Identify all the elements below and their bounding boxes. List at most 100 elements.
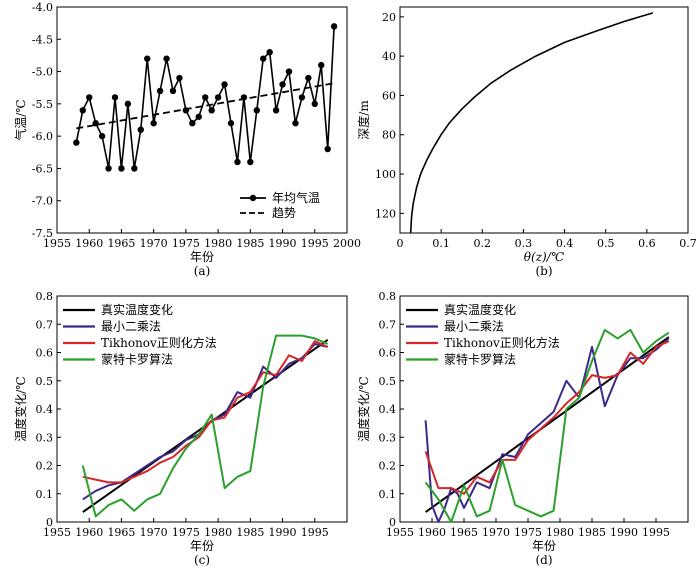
y-tick-label: 0 — [389, 516, 396, 529]
data-point — [285, 68, 293, 75]
data-point — [208, 107, 215, 114]
x-axis-label: θ(z)/℃ — [524, 250, 565, 264]
series-line — [409, 12, 654, 234]
x-tick-label: 1955 — [43, 237, 71, 250]
series-line — [424, 328, 670, 523]
y-tick-label: 0.7 — [379, 318, 397, 331]
legend-label: 最小二乘法 — [444, 320, 504, 334]
y-tick-label: -7.0 — [32, 195, 53, 208]
x-tick-label: 1995 — [301, 526, 329, 539]
x-tick-label: 1960 — [75, 237, 103, 250]
x-tick-label: 0.4 — [556, 237, 574, 250]
x-tick-label: 1990 — [269, 237, 297, 250]
data-point — [305, 74, 312, 82]
x-tick-label: 1965 — [107, 526, 135, 539]
y-tick-label: 0.3 — [379, 431, 397, 444]
y-tick-label: 0.5 — [36, 375, 54, 388]
y-tick-label: 60 — [382, 89, 396, 102]
y-tick-label: 0.2 — [36, 460, 54, 473]
data-point — [150, 120, 157, 127]
data-point — [234, 158, 241, 166]
y-tick-label: -4.0 — [32, 1, 53, 14]
x-tick-label: 1970 — [140, 237, 168, 250]
x-tick-label: 1975 — [514, 526, 542, 539]
legend-label: Tikhonov正则化方法 — [101, 335, 217, 350]
y-axis-label: 深度/m — [356, 100, 371, 140]
y-axis-label: 温度变化/℃ — [356, 376, 371, 441]
data-point — [98, 132, 106, 140]
data-point — [266, 49, 273, 56]
series-line — [82, 340, 329, 484]
x-tick-label: 1980 — [204, 237, 232, 250]
y-tick-label: 0.4 — [379, 403, 397, 416]
legend-label: 年均气温 — [272, 190, 320, 205]
y-tick-label: 0.8 — [36, 290, 54, 303]
data-point — [202, 94, 209, 101]
x-tick-label: 1965 — [107, 237, 135, 250]
legend-label: Tikhonov正则化方法 — [444, 335, 560, 350]
series-line — [425, 336, 670, 513]
panel-label: (d) — [535, 553, 552, 567]
data-point — [227, 120, 235, 127]
data-point — [221, 81, 228, 88]
data-point — [131, 165, 138, 172]
data-point — [318, 61, 325, 69]
y-tick-label: -5.5 — [32, 98, 53, 111]
x-tick-label: 0.7 — [679, 237, 697, 250]
data-point — [73, 139, 80, 146]
y-tick-label: 0.2 — [379, 460, 397, 473]
y-tick-label: -6.5 — [32, 162, 53, 175]
y-axis-label: 气温/℃ — [13, 99, 28, 140]
data-point — [292, 120, 299, 127]
x-tick-label: 1995 — [642, 526, 670, 539]
data-point — [118, 165, 125, 172]
data-point — [156, 87, 164, 95]
data-point — [137, 126, 144, 133]
y-tick-label: -7.5 — [32, 227, 53, 240]
x-tick-label: 0.6 — [638, 237, 656, 250]
legend-label: 最小二乘法 — [101, 320, 161, 334]
legend-label: 趋势 — [272, 206, 296, 220]
data-point — [144, 55, 151, 62]
y-tick-label: -5.0 — [32, 66, 53, 79]
y-axis-label: 温度变化/℃ — [13, 376, 28, 441]
legend-label: 蒙特卡罗算法 — [444, 352, 516, 367]
y-tick-label: 0.3 — [36, 431, 54, 444]
y-tick-label: 0.6 — [379, 347, 397, 360]
data-point — [176, 74, 183, 82]
x-tick-label: 0.2 — [474, 237, 492, 250]
panel-c: 1955 1960 1965 1970 1975 1980 1985 1990 1995 0 0.1… — [13, 290, 348, 567]
x-tick-label: 1985 — [236, 526, 264, 539]
data-point — [253, 107, 260, 114]
x-tick-label: 0.3 — [515, 237, 533, 250]
panel-label: (b) — [535, 264, 552, 278]
y-tick-label: 0.1 — [36, 488, 54, 501]
x-tick-label: 1980 — [546, 526, 574, 539]
x-tick-label: 1980 — [204, 526, 232, 539]
y-tick-label: 100 — [375, 168, 396, 181]
x-tick-label: 1995 — [301, 237, 329, 250]
data-point — [189, 120, 196, 127]
x-tick-label: 2000 — [333, 237, 361, 250]
y-tick-label: 40 — [382, 50, 396, 63]
legend-label: 蒙特卡罗算法 — [101, 352, 173, 367]
x-tick-label: 1975 — [172, 526, 200, 539]
x-axis-label: 年份 — [532, 539, 556, 553]
data-point — [260, 55, 267, 62]
data-point — [247, 158, 254, 166]
x-tick-label: 1985 — [236, 237, 264, 250]
panel-a: 1955 1960 1965 1970 1975 1980 1985 1990 1995 2000… — [13, 1, 361, 278]
data-point — [111, 94, 119, 101]
y-tick-label: 0.4 — [36, 403, 54, 416]
data-point — [324, 145, 331, 153]
panel-b: 0 0.1 0.2 0.3 0.4 0.5 0.6 0.7 20 40 60 80 100 120 θ(z)… — [356, 6, 697, 278]
x-tick-label: 1965 — [450, 526, 478, 539]
y-tick-label: 120 — [375, 207, 396, 220]
data-point — [86, 94, 93, 101]
data-point — [311, 100, 318, 108]
y-tick-label: 20 — [382, 11, 396, 24]
x-tick-label: 0.5 — [597, 237, 615, 250]
x-tick-label: 0.1 — [432, 237, 450, 250]
data-point — [279, 81, 286, 88]
